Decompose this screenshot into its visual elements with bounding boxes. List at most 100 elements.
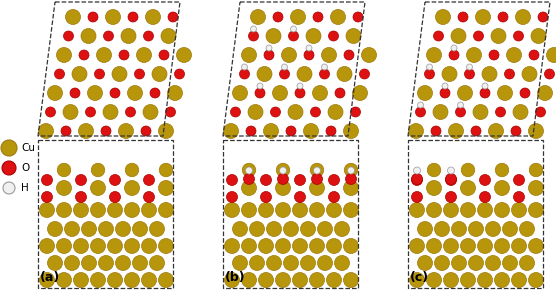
Circle shape: [514, 192, 524, 202]
Circle shape: [466, 64, 473, 70]
Circle shape: [150, 222, 165, 236]
Circle shape: [226, 192, 237, 202]
Circle shape: [418, 102, 424, 108]
Circle shape: [64, 222, 80, 236]
Circle shape: [128, 12, 138, 22]
Circle shape: [424, 69, 434, 79]
Circle shape: [276, 272, 290, 287]
Circle shape: [451, 255, 466, 270]
Circle shape: [547, 47, 556, 62]
Circle shape: [310, 107, 320, 117]
Circle shape: [232, 255, 247, 270]
Circle shape: [529, 272, 544, 287]
Circle shape: [512, 272, 527, 287]
Circle shape: [329, 175, 340, 185]
Circle shape: [538, 86, 553, 100]
Circle shape: [281, 64, 287, 70]
Circle shape: [485, 255, 500, 270]
Circle shape: [276, 239, 290, 253]
Circle shape: [271, 107, 280, 117]
Circle shape: [284, 255, 299, 270]
Circle shape: [39, 272, 54, 287]
Circle shape: [451, 222, 466, 236]
Circle shape: [39, 202, 54, 217]
Circle shape: [348, 167, 355, 174]
Circle shape: [295, 88, 305, 98]
Circle shape: [231, 107, 241, 117]
Circle shape: [411, 173, 423, 185]
Circle shape: [246, 126, 256, 136]
Text: Cu: Cu: [21, 143, 35, 153]
Circle shape: [79, 50, 89, 60]
Circle shape: [494, 272, 509, 287]
Circle shape: [435, 9, 450, 25]
Circle shape: [306, 28, 321, 43]
Circle shape: [42, 175, 52, 185]
Circle shape: [418, 255, 433, 270]
Circle shape: [426, 47, 441, 62]
Circle shape: [449, 50, 459, 60]
Circle shape: [73, 272, 88, 287]
Circle shape: [306, 45, 312, 51]
Circle shape: [150, 88, 160, 98]
Circle shape: [503, 222, 518, 236]
Circle shape: [326, 126, 336, 136]
Circle shape: [2, 161, 16, 175]
Circle shape: [444, 239, 459, 253]
Text: H: H: [21, 183, 29, 193]
Circle shape: [482, 83, 488, 89]
Circle shape: [70, 88, 80, 98]
Circle shape: [409, 124, 424, 139]
Circle shape: [135, 69, 145, 79]
Circle shape: [350, 107, 360, 117]
Circle shape: [110, 88, 120, 98]
Circle shape: [495, 163, 509, 177]
Circle shape: [38, 124, 53, 139]
Circle shape: [284, 222, 299, 236]
Circle shape: [125, 239, 140, 253]
Circle shape: [344, 180, 359, 195]
Circle shape: [310, 239, 325, 253]
Circle shape: [63, 105, 78, 120]
Circle shape: [461, 163, 475, 177]
Circle shape: [261, 192, 271, 202]
Circle shape: [57, 47, 72, 62]
Circle shape: [449, 124, 464, 139]
Circle shape: [335, 222, 350, 236]
Circle shape: [448, 167, 454, 174]
Circle shape: [116, 255, 131, 270]
Circle shape: [110, 175, 121, 185]
Circle shape: [167, 86, 182, 100]
Circle shape: [259, 239, 274, 253]
Circle shape: [125, 272, 140, 287]
Circle shape: [103, 105, 118, 120]
Circle shape: [118, 124, 133, 139]
Circle shape: [330, 9, 345, 25]
Circle shape: [241, 202, 256, 217]
Circle shape: [489, 124, 504, 139]
Circle shape: [137, 47, 151, 62]
Circle shape: [266, 45, 272, 51]
Circle shape: [466, 47, 481, 62]
Circle shape: [225, 202, 240, 217]
Circle shape: [251, 9, 266, 25]
Bar: [38, 140, 173, 288]
Circle shape: [168, 12, 178, 22]
Circle shape: [427, 163, 441, 177]
Circle shape: [460, 180, 475, 195]
Circle shape: [312, 86, 327, 100]
Circle shape: [471, 126, 481, 136]
Circle shape: [261, 175, 271, 185]
Circle shape: [326, 239, 341, 253]
Circle shape: [57, 272, 72, 287]
Circle shape: [335, 88, 345, 98]
Circle shape: [529, 163, 543, 177]
Circle shape: [242, 163, 256, 177]
Circle shape: [78, 124, 93, 139]
Circle shape: [529, 202, 544, 217]
Circle shape: [266, 28, 281, 43]
Circle shape: [143, 105, 158, 120]
Circle shape: [434, 222, 449, 236]
Circle shape: [125, 180, 140, 195]
Circle shape: [519, 255, 534, 270]
